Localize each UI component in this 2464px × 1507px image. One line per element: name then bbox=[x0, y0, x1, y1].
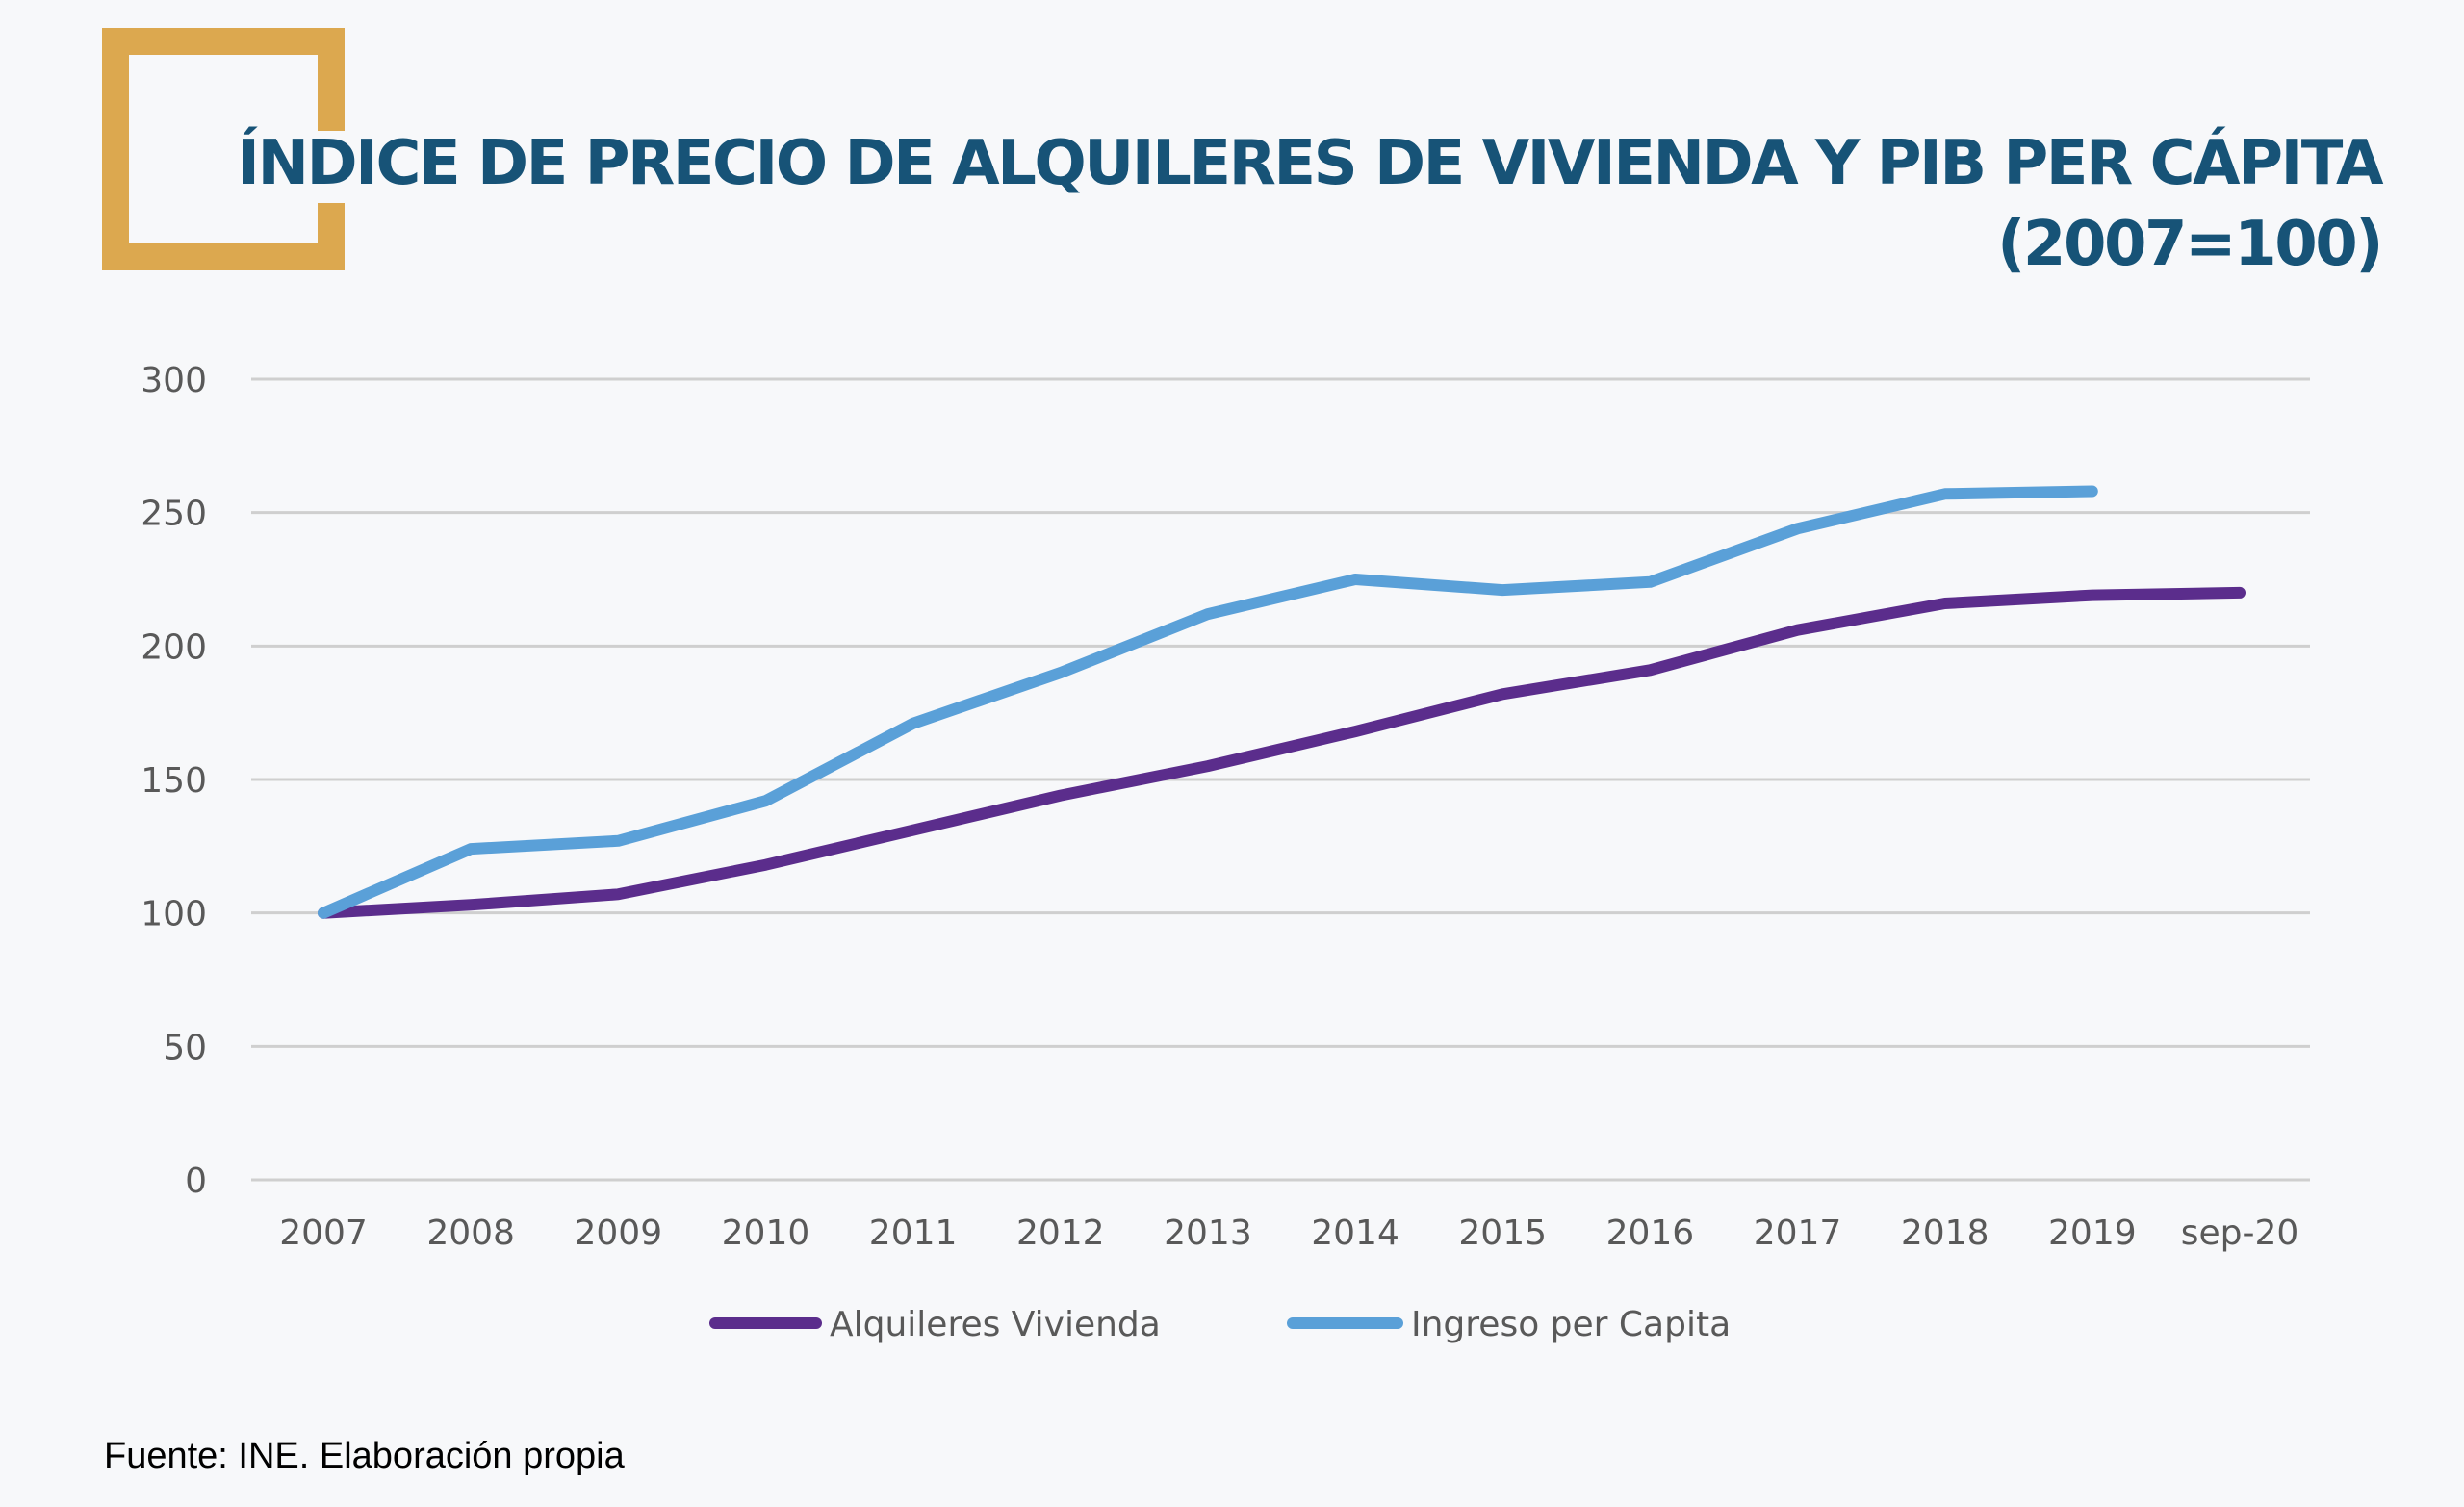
y-axis-ticks: 0 50 100 150 200 250 300 bbox=[141, 361, 207, 1201]
series-line-alquileres-vivienda bbox=[318, 586, 2246, 919]
legend-label: Ingreso per Capita bbox=[1411, 1305, 1731, 1344]
chart-title-line1: ÍNDICE DE PRECIO DE ALQUILERES DE VIVIEN… bbox=[237, 128, 2383, 199]
series-lines bbox=[318, 485, 2246, 919]
x-tick-label: 2009 bbox=[574, 1213, 662, 1253]
x-tick-label: 2011 bbox=[869, 1213, 958, 1253]
x-tick-label: sep-20 bbox=[2181, 1213, 2299, 1253]
x-tick-label: 2016 bbox=[1606, 1213, 1695, 1253]
chart-title: ÍNDICE DE PRECIO DE ALQUILERES DE VIVIEN… bbox=[237, 123, 2383, 285]
x-tick-label: 2017 bbox=[1754, 1213, 1842, 1253]
y-tick-label: 100 bbox=[141, 895, 207, 934]
chart-title-line2: (2007=100) bbox=[1997, 209, 2383, 280]
source-note: Fuente: INE. Elaboración propia bbox=[104, 1436, 625, 1476]
series-line-ingreso-per-capita bbox=[318, 485, 2098, 919]
y-tick-label: 300 bbox=[141, 361, 207, 400]
x-tick-label: 2008 bbox=[426, 1213, 515, 1253]
gridlines bbox=[251, 377, 2310, 1182]
y-tick-label: 250 bbox=[141, 495, 207, 534]
x-tick-label: 2007 bbox=[279, 1213, 368, 1253]
legend: Alquileres Vivienda Ingreso per Capita bbox=[709, 1305, 1731, 1344]
decorative-bracket-bottom-arm bbox=[318, 203, 345, 270]
x-tick-label: 2018 bbox=[1901, 1213, 1989, 1253]
x-tick-label: 2014 bbox=[1311, 1213, 1399, 1253]
y-tick-label: 50 bbox=[163, 1028, 207, 1067]
x-tick-label: 2010 bbox=[722, 1213, 810, 1253]
y-tick-label: 200 bbox=[141, 627, 207, 667]
y-tick-label: 150 bbox=[141, 761, 207, 801]
decorative-bracket bbox=[102, 28, 345, 270]
x-tick-label: 2013 bbox=[1164, 1213, 1252, 1253]
y-tick-label: 0 bbox=[185, 1162, 207, 1201]
decorative-bracket-top-arm bbox=[318, 28, 345, 131]
x-tick-label: 2019 bbox=[2048, 1213, 2137, 1253]
x-axis-ticks: 2007 2008 2009 2010 2011 2012 2013 2014 2015 2016… bbox=[279, 1213, 2298, 1253]
x-tick-label: 2015 bbox=[1458, 1213, 1547, 1253]
legend-label: Alquileres Vivienda bbox=[830, 1305, 1161, 1344]
x-tick-label: 2012 bbox=[1016, 1213, 1105, 1253]
